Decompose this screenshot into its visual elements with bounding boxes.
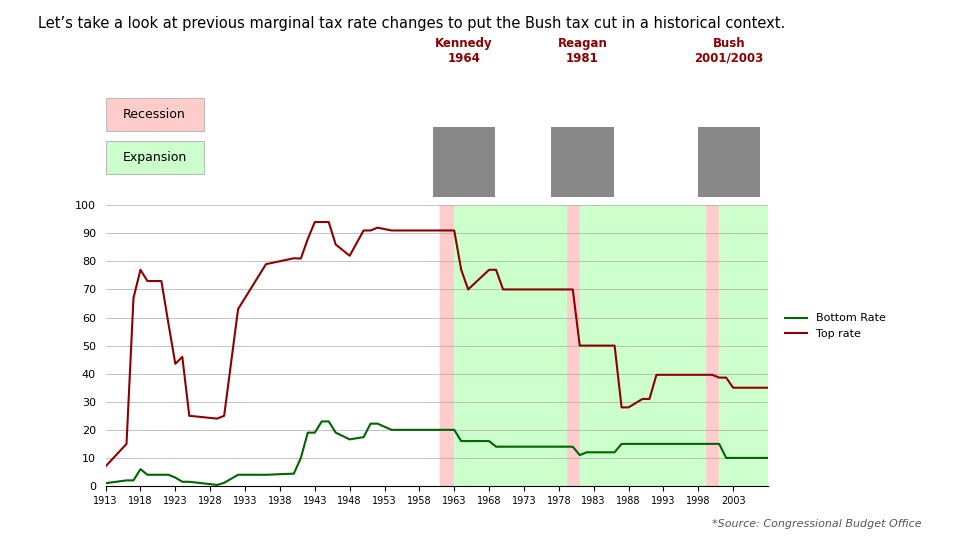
FancyBboxPatch shape: [106, 141, 204, 174]
Bar: [454, 205, 565, 486]
Text: Let’s take a look at previous marginal tax rate changes to put the Bush tax cut : Let’s take a look at previous marginal t…: [38, 16, 785, 31]
Bar: [580, 205, 706, 486]
Text: Reagan
1981: Reagan 1981: [558, 37, 608, 65]
Text: Expansion: Expansion: [123, 151, 186, 164]
Text: Kennedy
1964: Kennedy 1964: [435, 37, 492, 65]
FancyBboxPatch shape: [106, 98, 204, 131]
Bar: [565, 205, 580, 486]
Text: Recession: Recession: [123, 108, 186, 121]
Bar: [706, 205, 719, 486]
Text: Bush
2001/2003: Bush 2001/2003: [694, 37, 763, 65]
Bar: [719, 205, 768, 486]
Text: *Source: Congressional Budget Office: *Source: Congressional Budget Office: [712, 519, 922, 529]
Bar: [441, 205, 454, 486]
Legend: Bottom Rate, Top rate: Bottom Rate, Top rate: [780, 309, 890, 343]
